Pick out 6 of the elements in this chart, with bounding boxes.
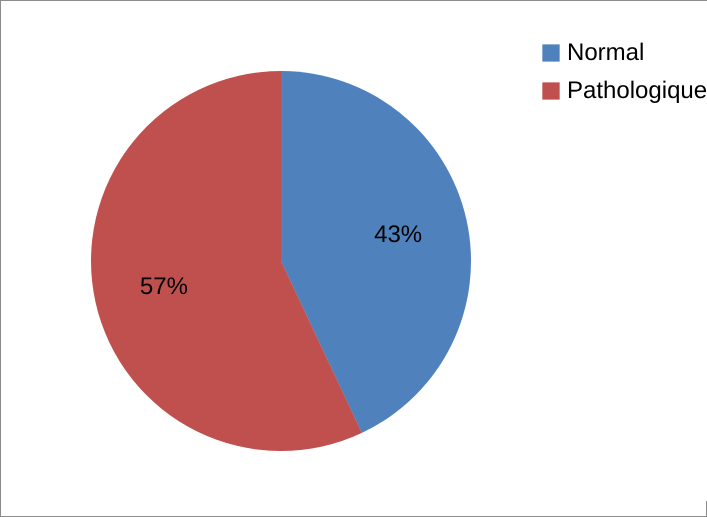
data-label: 57% xyxy=(140,273,188,300)
data-label: 43% xyxy=(374,220,422,248)
legend-label: Pathologique xyxy=(567,77,707,104)
pie-slice xyxy=(281,71,471,433)
pie-slice xyxy=(91,71,362,451)
legend-label: Normal xyxy=(567,39,644,66)
